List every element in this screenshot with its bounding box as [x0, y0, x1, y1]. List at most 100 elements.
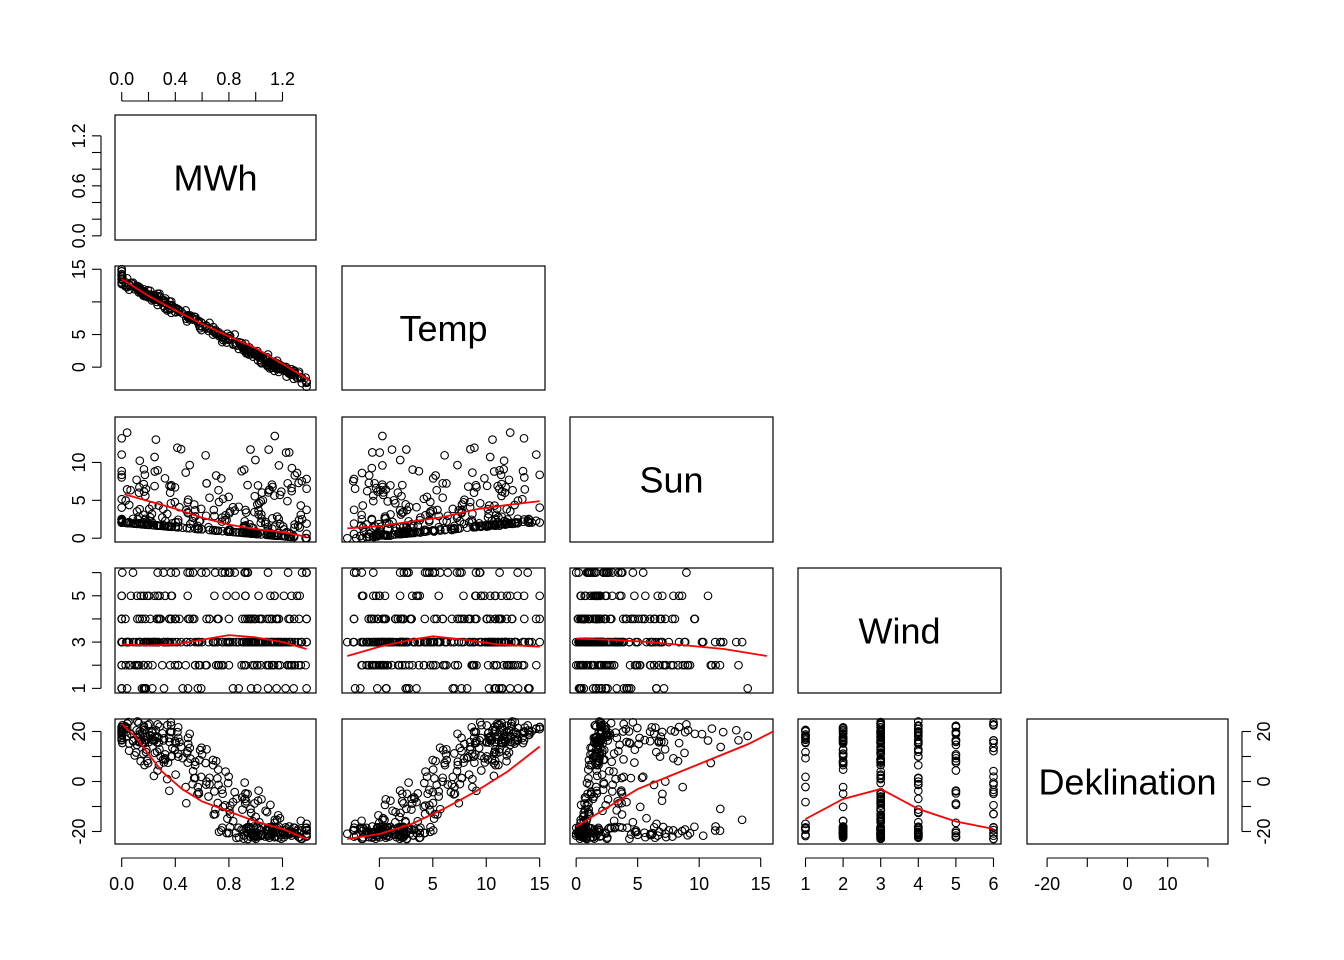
data-point — [301, 660, 310, 670]
data-point — [266, 800, 275, 810]
data-point — [624, 684, 634, 693]
data-point — [171, 738, 181, 748]
panel-deklination-vs-temp — [341, 717, 546, 845]
data-point — [252, 684, 262, 693]
data-point — [571, 568, 581, 577]
data-point — [628, 817, 638, 827]
data-point — [407, 794, 416, 804]
data-point — [126, 485, 135, 495]
data-point — [367, 463, 377, 473]
data-point — [351, 568, 361, 577]
data-point — [578, 812, 588, 822]
data-point — [718, 637, 728, 647]
data-point — [428, 660, 438, 670]
data-point — [610, 823, 619, 833]
data-point — [577, 684, 586, 693]
data-point — [270, 815, 280, 825]
data-point — [228, 339, 238, 349]
data-point — [683, 725, 693, 735]
data-point — [635, 802, 645, 812]
data-point — [453, 614, 462, 624]
data-point — [589, 660, 599, 670]
data-point — [292, 591, 302, 601]
data-point — [378, 461, 387, 470]
data-point — [460, 614, 469, 624]
data-point — [535, 503, 545, 512]
data-point — [143, 735, 153, 744]
data-point — [117, 660, 127, 670]
data-point — [607, 787, 617, 796]
data-point — [989, 785, 998, 795]
data-point — [208, 755, 218, 765]
diag-panel-deklination: Deklination — [1026, 718, 1229, 845]
tick-label: 6 — [988, 874, 998, 894]
data-point — [838, 824, 848, 834]
data-point — [256, 518, 266, 528]
data-point — [224, 828, 234, 838]
data-point — [201, 321, 211, 330]
data-point — [399, 568, 409, 577]
data-point — [425, 660, 435, 670]
data-point — [630, 591, 639, 601]
data-point — [433, 505, 442, 515]
data-point — [463, 482, 473, 491]
data-point — [462, 684, 472, 693]
data-point — [734, 660, 743, 670]
data-point — [414, 660, 424, 670]
data-point — [505, 591, 515, 601]
data-point — [710, 826, 720, 835]
data-point — [121, 614, 130, 624]
data-point — [216, 474, 226, 483]
data-point — [432, 485, 442, 495]
data-point — [391, 614, 400, 624]
data-point — [642, 813, 651, 823]
data-point — [610, 637, 619, 647]
data-point — [220, 568, 230, 577]
data-point — [457, 746, 466, 756]
data-point — [603, 568, 613, 577]
data-point — [838, 830, 848, 840]
data-point — [257, 614, 267, 624]
data-point — [367, 448, 377, 457]
data-point — [280, 366, 289, 376]
data-point — [381, 485, 391, 494]
data-point — [139, 591, 149, 601]
data-point — [913, 760, 923, 770]
data-point — [450, 684, 459, 693]
data-point — [302, 826, 311, 835]
tick-label: 0.4 — [163, 69, 188, 89]
data-point — [204, 792, 213, 801]
data-point — [182, 317, 192, 326]
data-point — [502, 591, 512, 601]
data-point — [185, 729, 195, 739]
data-point — [632, 827, 641, 837]
data-point — [876, 748, 886, 758]
data-point — [647, 722, 657, 732]
data-point — [283, 496, 292, 506]
data-point — [117, 614, 127, 624]
data-point — [253, 481, 263, 490]
data-point — [441, 750, 451, 759]
data-point — [459, 497, 468, 507]
data-point — [144, 719, 154, 729]
data-point — [989, 766, 998, 776]
data-point — [615, 637, 624, 647]
data-point — [525, 515, 534, 525]
data-point — [628, 717, 638, 727]
data-point — [412, 684, 421, 693]
data-point — [913, 728, 923, 737]
data-point — [801, 727, 810, 736]
data-point — [357, 510, 366, 520]
points — [342, 717, 545, 844]
data-point — [266, 637, 276, 647]
data-point — [625, 660, 635, 670]
data-point — [147, 684, 157, 693]
data-point — [579, 684, 589, 693]
data-point — [638, 568, 648, 577]
data-point — [475, 498, 485, 508]
data-point — [413, 816, 423, 826]
data-point — [272, 614, 282, 624]
data-point — [181, 660, 191, 670]
data-point — [407, 825, 416, 834]
data-point — [197, 524, 206, 534]
